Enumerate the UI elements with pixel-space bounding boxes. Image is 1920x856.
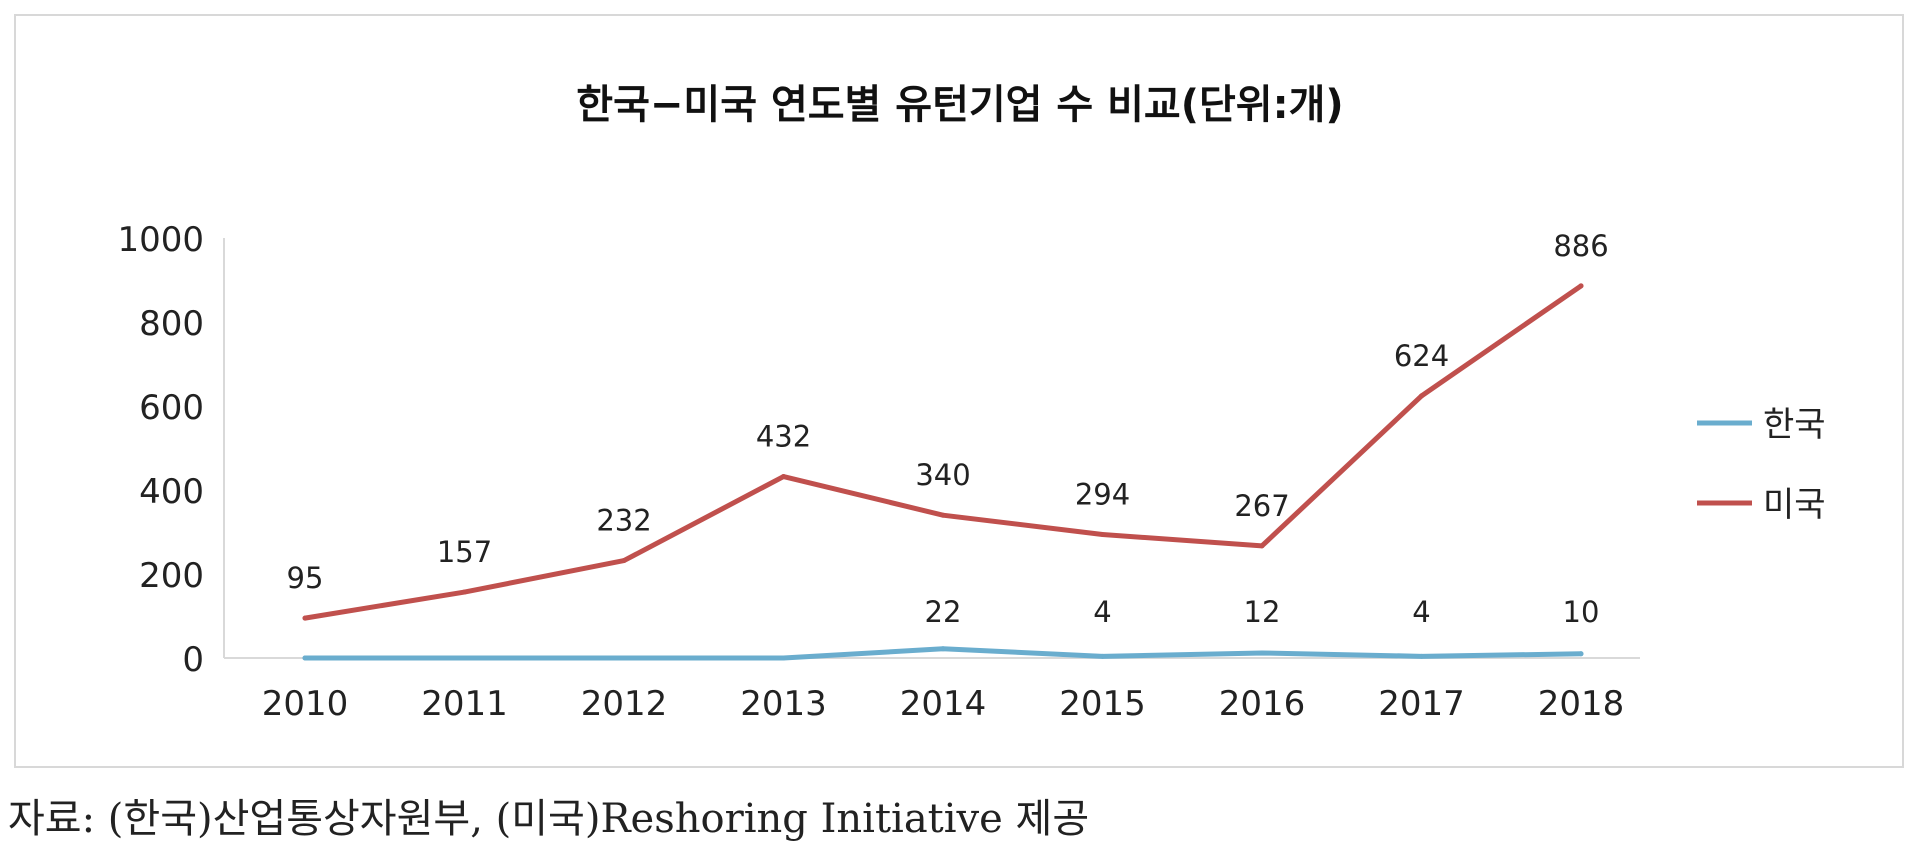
data-point [940, 646, 946, 652]
data-point [1419, 653, 1424, 659]
x-tick-label: 2012 [581, 684, 668, 724]
data-label: 157 [437, 535, 492, 569]
data-point [1259, 543, 1265, 549]
data-label: 624 [1394, 339, 1449, 373]
data-label: 4 [1412, 595, 1430, 629]
x-tick-label: 2016 [1219, 684, 1306, 724]
legend-label: 미국 [1763, 485, 1826, 525]
legend-label: 한국 [1763, 405, 1826, 445]
x-tick-label: 2015 [1059, 684, 1146, 724]
data-point [462, 655, 467, 661]
data-point [1100, 532, 1105, 538]
series-line-2 [302, 283, 1584, 621]
data-point [462, 589, 467, 595]
line-chart: 한국−미국 연도별 유턴기업 수 비교(단위:개) 0 200 400 600 800 10… [117, 82, 1826, 724]
x-tick-label: 2013 [740, 684, 827, 724]
data-label: 294 [1075, 478, 1130, 512]
data-point [1100, 653, 1105, 659]
data-point [940, 512, 946, 518]
y-tick-label: 800 [139, 304, 204, 344]
chart-container [14, 14, 1904, 768]
data-label: 886 [1553, 229, 1608, 263]
y-tick-label: 0 [182, 640, 204, 680]
data-label: 4 [1093, 595, 1111, 629]
x-tick-label: 2014 [900, 684, 987, 724]
data-point [1259, 650, 1265, 656]
data-point [621, 558, 627, 564]
y-tick-label: 200 [139, 556, 204, 596]
data-label: 432 [756, 420, 811, 454]
data-label: 267 [1234, 489, 1289, 523]
x-tick-label: 2011 [421, 684, 508, 724]
y-tick-label: 600 [139, 388, 204, 428]
data-point [1578, 651, 1584, 657]
data-point [302, 655, 308, 661]
data-label: 22 [925, 595, 962, 629]
data-label: 340 [915, 458, 970, 492]
data-label: 12 [1244, 595, 1281, 629]
data-point [302, 615, 308, 621]
data-point [1578, 283, 1584, 289]
x-tick-label: 2017 [1378, 684, 1465, 724]
x-tick-label: 2010 [262, 684, 349, 724]
data-point [1419, 393, 1424, 399]
data-point [781, 655, 786, 661]
y-tick-label: 1000 [117, 220, 204, 260]
data-point [781, 474, 786, 480]
data-label: 10 [1563, 595, 1600, 629]
source-note: 자료: (한국)산업통상자원부, (미국)Reshoring Initiativ… [8, 796, 1090, 842]
data-label: 232 [596, 504, 651, 538]
y-tick-label: 400 [139, 472, 204, 512]
data-point [621, 655, 627, 661]
x-tick-label: 2018 [1538, 684, 1625, 724]
data-label: 95 [287, 561, 324, 595]
chart-title: 한국−미국 연도별 유턴기업 수 비교(단위:개) [576, 82, 1343, 128]
